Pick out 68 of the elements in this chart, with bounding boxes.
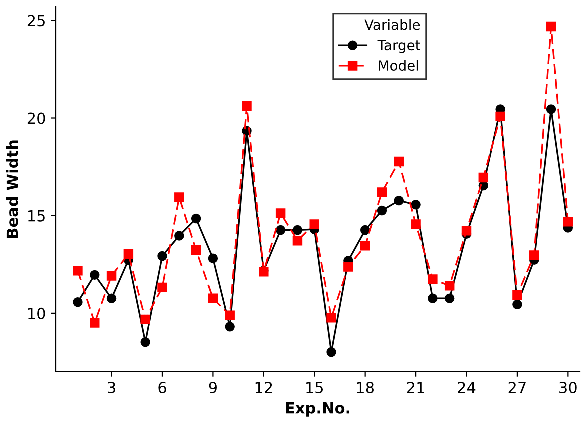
x-tick-label: 30 [560, 382, 577, 394]
y-axis-title: Bead Width [6, 140, 18, 238]
point [512, 300, 522, 310]
point [225, 322, 235, 332]
point [140, 337, 150, 348]
point [428, 274, 438, 284]
y-tick-label: 10 [28, 308, 46, 320]
point [478, 172, 489, 183]
point [158, 282, 168, 293]
y-tick-label: 25 [28, 15, 45, 27]
y-tick-label: 20 [28, 112, 46, 124]
point [444, 281, 455, 291]
point [73, 297, 83, 308]
y-tick-label: 15 [28, 210, 45, 222]
point [276, 225, 286, 236]
point [106, 294, 117, 304]
x-tick-label: 12 [256, 382, 272, 394]
point [444, 294, 455, 304]
point [310, 220, 320, 230]
point [546, 22, 556, 32]
point [496, 112, 506, 122]
legend-title: Variable [364, 20, 420, 30]
legend-label: Model [379, 60, 418, 72]
point [546, 104, 556, 114]
point [411, 200, 421, 210]
point [225, 310, 235, 320]
point [326, 313, 336, 323]
point [462, 226, 472, 236]
point [530, 250, 540, 260]
point [411, 220, 421, 230]
point [276, 208, 286, 218]
x-tick-label: 3 [108, 382, 116, 394]
point [90, 318, 100, 328]
x-axis-title: Exp.No. [286, 402, 350, 417]
point [326, 347, 336, 358]
x-tick-label: 18 [357, 382, 374, 394]
point [242, 101, 252, 112]
point [377, 188, 388, 198]
x-tick-label: 6 [158, 382, 166, 394]
x-tick-label: 27 [508, 382, 526, 394]
point [344, 262, 354, 272]
point [563, 217, 574, 227]
point [208, 294, 218, 304]
point [106, 271, 117, 281]
legend-label: Target [378, 40, 420, 54]
x-tick-label: 24 [458, 382, 476, 394]
x-tick-label: 15 [306, 382, 324, 394]
point [377, 206, 388, 216]
x-tick-label: 21 [407, 382, 424, 394]
point [428, 294, 438, 304]
point [208, 254, 218, 264]
point [90, 270, 100, 280]
point [191, 245, 202, 256]
point [73, 266, 83, 276]
point [512, 290, 522, 300]
point [394, 156, 404, 167]
point [394, 196, 404, 206]
point [124, 249, 134, 260]
point [191, 214, 202, 224]
x-tick-label: 9 [209, 382, 217, 394]
point [292, 236, 303, 246]
point [174, 192, 184, 202]
point [174, 231, 184, 241]
point [360, 241, 370, 251]
point [292, 225, 303, 236]
point [360, 225, 370, 236]
point [158, 251, 168, 262]
point [140, 314, 150, 325]
